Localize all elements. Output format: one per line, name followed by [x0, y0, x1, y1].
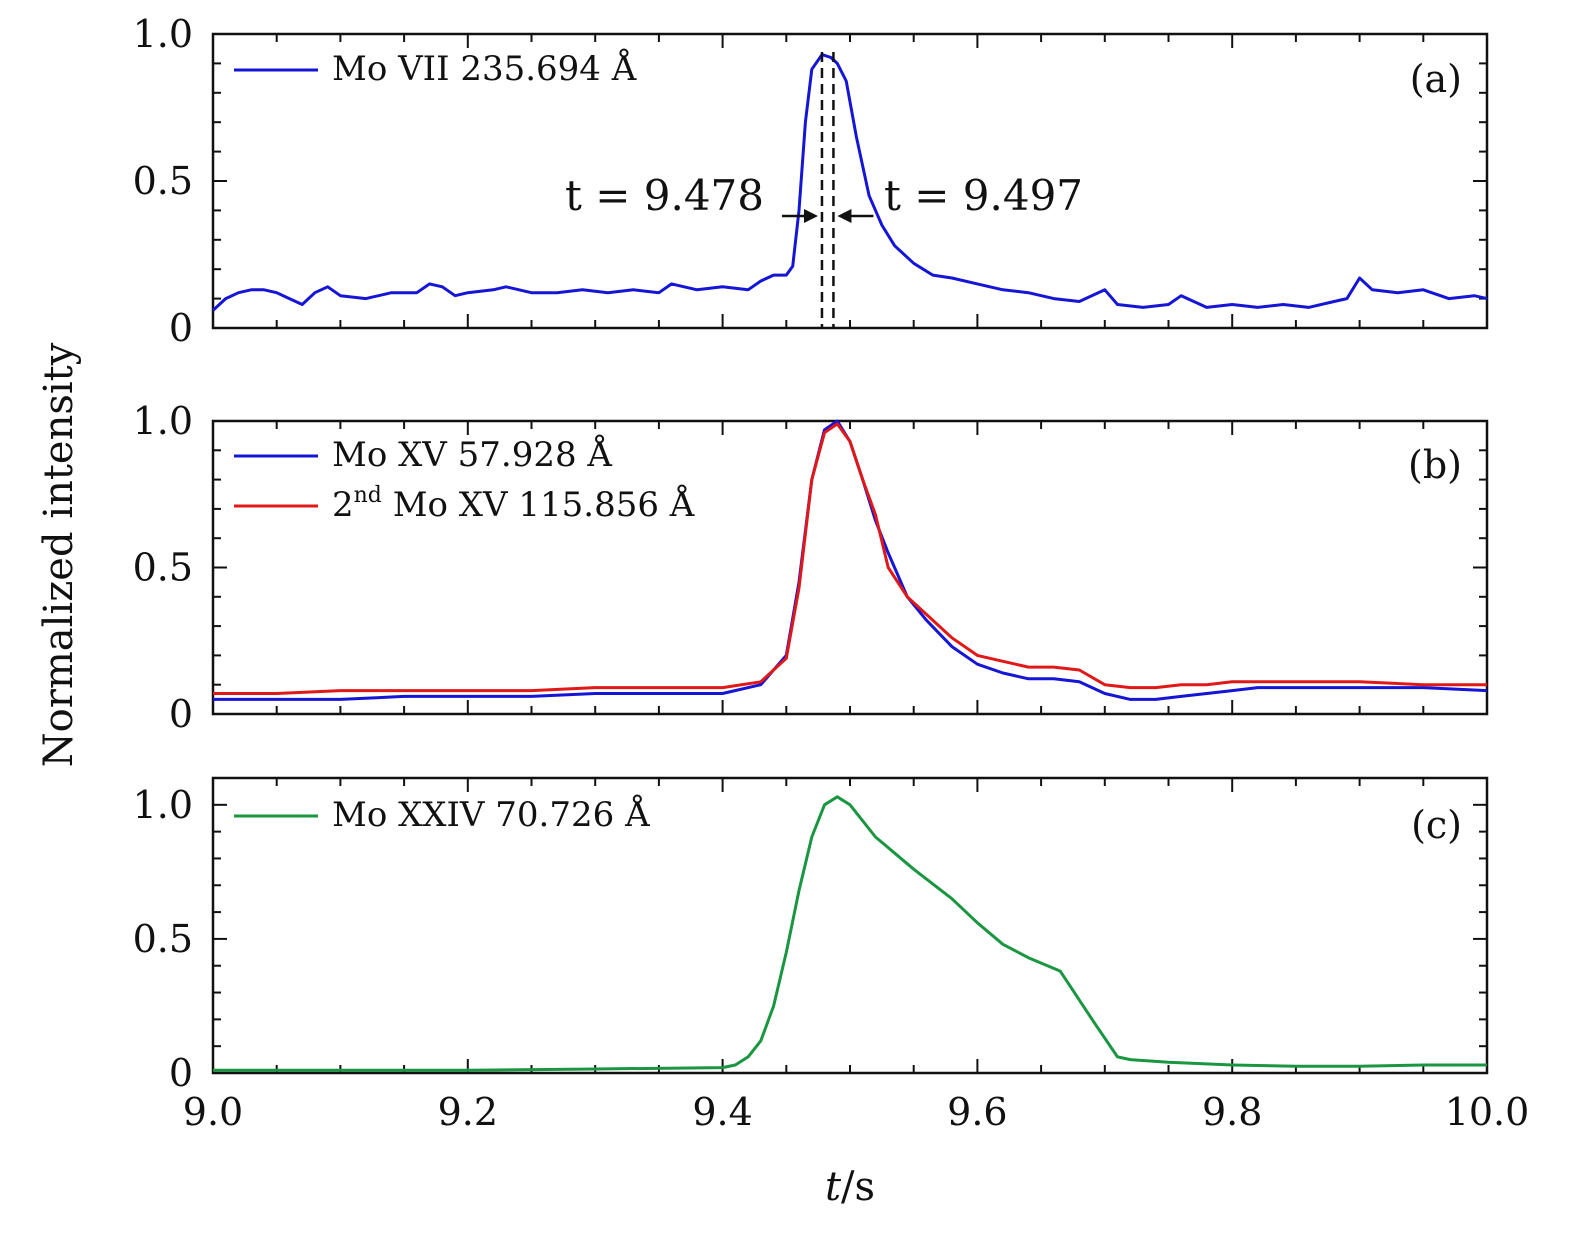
y-tick-label: 0.5 [133, 159, 193, 203]
x-tick-label: 9.4 [692, 1090, 752, 1134]
annotation-left: t = 9.478 [565, 171, 764, 220]
series-line-2-2 [213, 422, 1487, 695]
legend-label: Mo XXIV 70.726 Å [332, 794, 650, 835]
legend-label: Mo XV 57.928 Å [332, 434, 612, 475]
y-axis-label: Normalized intensity [36, 342, 82, 767]
x-tick-label: 9.2 [438, 1090, 498, 1134]
y-tick-label: 0.5 [133, 917, 193, 961]
y-tick-label: 0.5 [133, 546, 193, 590]
legend-label: Mo VII 235.694 Å [332, 48, 637, 89]
series-line-2-1 [213, 419, 1488, 701]
panel-label: (a) [1410, 57, 1462, 101]
panel-2: 0 0.5 1.0 Mo XV 57.928 Å 2nd Mo XV 115.856 Å… [133, 399, 1489, 736]
series-line-3-1 [213, 795, 1487, 1072]
legend-prefix: 2 [332, 485, 354, 525]
y-tick-label: 1.0 [133, 12, 193, 56]
panel-1: 0 0.5 1.0 Mo VII 235.694 Å (a) [133, 12, 1489, 350]
series-line-1-1 [211, 53, 1488, 312]
x-axis-label: t/s [825, 1164, 875, 1210]
arrow-left-head [803, 209, 818, 223]
panel-3: 0 0.5 1.0 9.0 9.2 9.4 9.6 9.8 10.0 Mo XXIV 70.726… [133, 776, 1530, 1134]
legend-name: Mo XV 115.856 Å [382, 484, 695, 525]
y-tick-label: 0 [169, 1051, 193, 1095]
x-axis-label-var: t [825, 1164, 842, 1210]
x-tick-label: 9.8 [1202, 1090, 1262, 1134]
y-tick-label: 0 [169, 306, 193, 350]
y-tick-label: 1.0 [133, 783, 193, 827]
legend-superscript: nd [354, 483, 382, 508]
panel-label: (c) [1411, 803, 1462, 847]
x-tick-label: 10.0 [1445, 1090, 1530, 1134]
plots-group: 0 0.5 1.0 Mo VII 235.694 Å (a) 0 0.5 1.0 Mo XV 5… [133, 12, 1530, 1134]
y-tick-label: 1.0 [133, 399, 193, 443]
y-tick-label: 0 [169, 692, 193, 736]
arrow-right-head [837, 209, 852, 223]
annotation-right: t = 9.497 [884, 171, 1083, 220]
panel-label: (b) [1408, 443, 1462, 487]
legend-label: 2nd Mo XV 115.856 Å [332, 483, 695, 525]
x-tick-label: 9.6 [947, 1090, 1007, 1134]
x-tick-label: 9.0 [183, 1090, 243, 1134]
x-axis-label-unit: /s [841, 1164, 875, 1210]
